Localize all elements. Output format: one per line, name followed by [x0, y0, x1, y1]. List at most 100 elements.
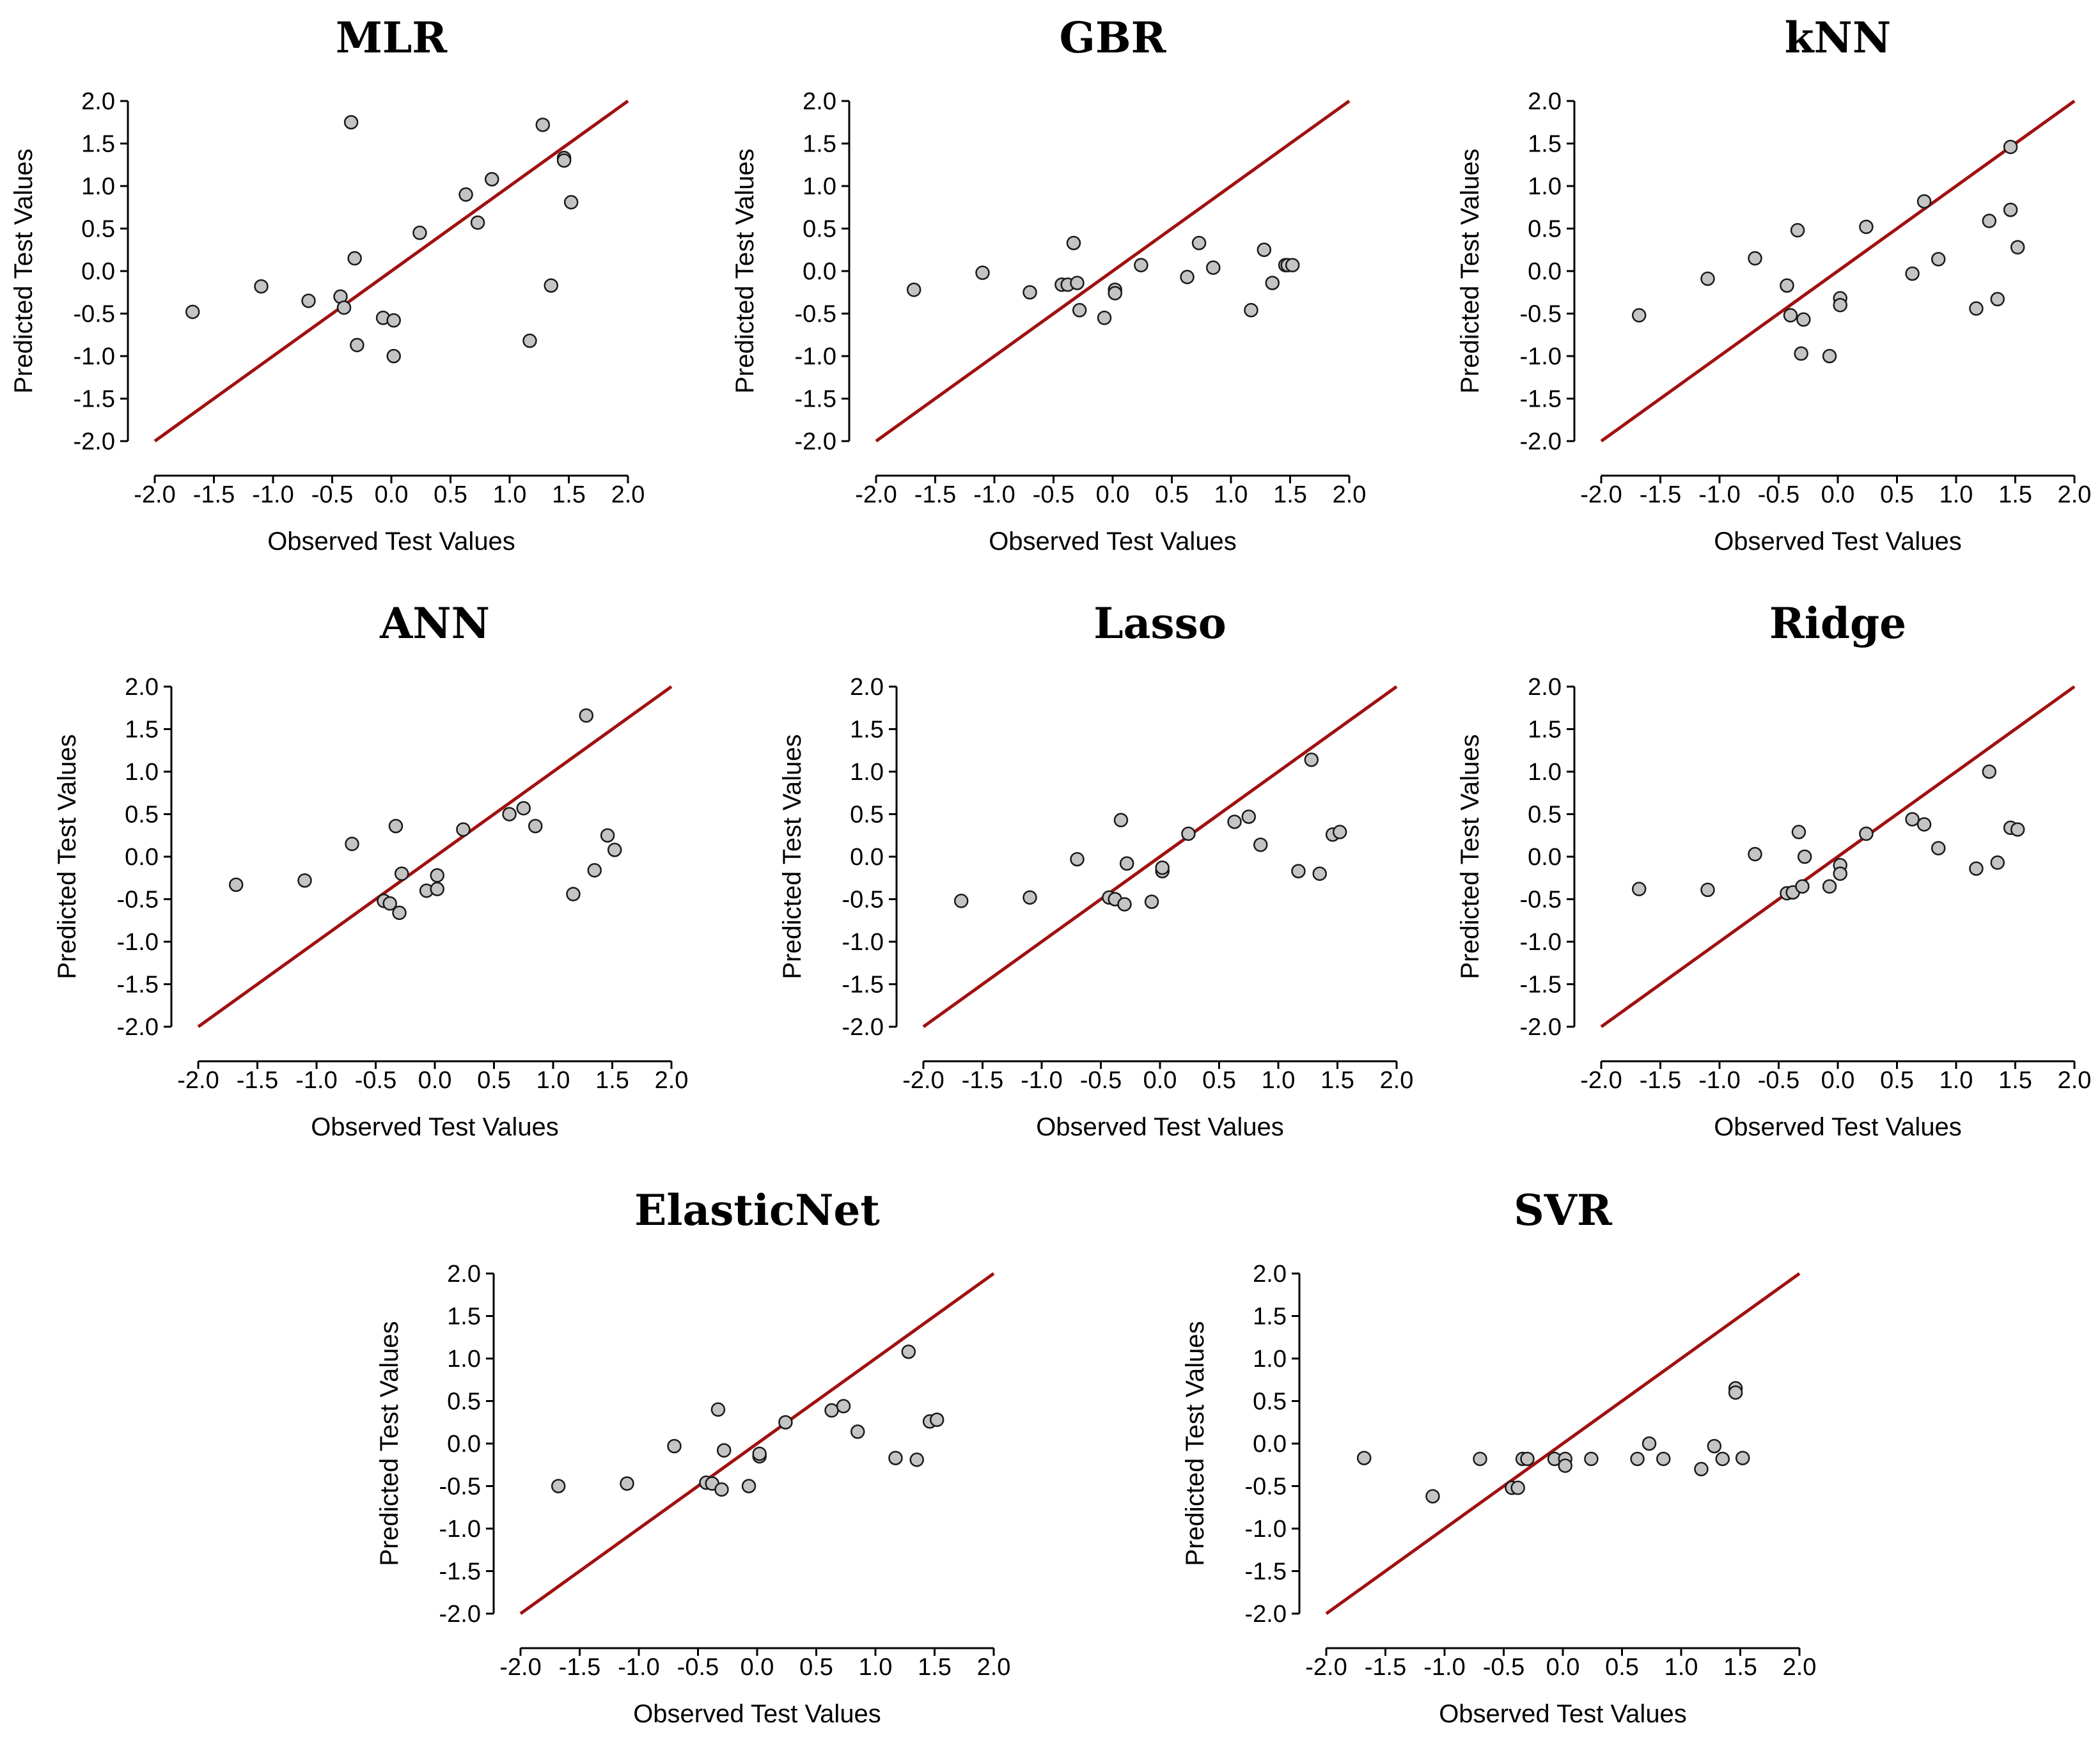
x-axis-label: Observed Test Values: [989, 527, 1237, 556]
y-tick-label: -2.0: [117, 1014, 159, 1041]
data-point: [2010, 240, 2025, 255]
scatter-plot: ElasticNet -2.0 -1.5 -1.0 -0.5 0.0 0.5 1.0 1.5 2.…: [375, 1185, 1010, 1728]
y-tick-label: -1.5: [1520, 972, 1562, 999]
y-tick-label: -1.5: [117, 972, 159, 999]
y-tick-label: -2.0: [842, 1014, 884, 1041]
y-tick-label: -1.5: [842, 972, 884, 999]
data-point: [1244, 302, 1258, 318]
data-point: [1558, 1458, 1572, 1473]
data-point: [301, 293, 316, 308]
data-point: [228, 877, 244, 892]
data-point: [551, 1479, 566, 1493]
y-tick-label: -1.0: [1520, 343, 1562, 370]
data-point: [850, 1424, 865, 1439]
x-tick-label: 1.0: [537, 1067, 570, 1094]
y-tick-label: -1.0: [74, 343, 115, 370]
data-point: [607, 843, 622, 857]
panel-svr: SVR -2.0 -1.5 -1.0 -0.5 0.0 0.5 1.0 1.5 2.0 -2.0 -1…: [1171, 1173, 1816, 1748]
data-point: [458, 187, 473, 202]
x-tick-label: 2.0: [1333, 481, 1367, 508]
y-tick-label: -1.0: [842, 929, 884, 956]
data-point: [714, 1482, 729, 1497]
data-point: [1748, 846, 1762, 862]
x-tick-label: 0.0: [1821, 1067, 1855, 1094]
x-axis-label: Observed Test Values: [633, 1700, 881, 1728]
data-point: [1117, 897, 1132, 912]
y-tick-label: 1.0: [447, 1346, 481, 1373]
y-axis-label: Predicted Test Values: [375, 1321, 404, 1566]
data-point: [587, 863, 602, 878]
x-tick-label: 0.5: [477, 1067, 511, 1094]
x-tick-label: 1.0: [1262, 1067, 1296, 1094]
identity-reference-line: [1325, 1272, 1801, 1616]
y-tick-label: -1.0: [795, 343, 836, 370]
data-point: [1155, 861, 1170, 875]
y-axis-label: Predicted Test Values: [1456, 734, 1484, 979]
data-point: [1859, 219, 1874, 235]
data-point: [1982, 764, 1997, 779]
data-point: [1070, 276, 1085, 290]
chart-title: kNN: [1785, 13, 1891, 63]
y-tick-label: 1.0: [850, 759, 884, 786]
x-tick-label: 1.5: [1998, 1067, 2032, 1094]
y-tick-label: -1.5: [795, 386, 836, 413]
data-point: [347, 251, 362, 266]
y-tick-label: 2.0: [125, 674, 159, 701]
chart-title: Ridge: [1769, 598, 1906, 648]
y-tick-label: 1.0: [1528, 173, 1562, 200]
x-tick-label: 2.0: [611, 481, 645, 508]
y-tick-label: -0.5: [1520, 301, 1562, 328]
panel-gbr: GBR -2.0 -1.5 -1.0 -0.5 0.0 0.5 1.0 1.5 2.0 -2.0 -1…: [721, 0, 1366, 575]
x-axis-label: Observed Test Values: [1036, 1113, 1284, 1141]
data-point: [1144, 894, 1159, 909]
y-tick-label: 0.0: [81, 258, 115, 285]
y-tick-label: -2.0: [1520, 1014, 1562, 1041]
x-tick-label: 1.5: [918, 1654, 952, 1681]
identity-reference-line: [519, 1272, 995, 1616]
panel-elasticnet: ElasticNet -2.0 -1.5 -1.0 -0.5 0.0 0.5 1.0 1.5 2.…: [366, 1173, 1010, 1748]
data-point: [1822, 348, 1837, 364]
x-axis-label: Observed Test Values: [1714, 1113, 1962, 1141]
y-tick-label: 2.0: [81, 88, 115, 115]
x-tick-label: -1.0: [618, 1654, 659, 1681]
data-point: [1715, 1451, 1730, 1467]
y-tick-label: -1.0: [1245, 1516, 1287, 1543]
data-point: [470, 215, 485, 230]
x-tick-label: -0.5: [1758, 481, 1799, 508]
y-tick-label: -1.0: [117, 929, 159, 956]
y-tick-label: -0.5: [1520, 887, 1562, 914]
data-point: [1822, 879, 1837, 894]
data-point: [516, 800, 531, 816]
x-tick-label: 0.5: [799, 1654, 833, 1681]
y-tick-label: -0.5: [842, 887, 884, 914]
data-point: [1291, 864, 1306, 878]
data-point: [544, 278, 558, 293]
x-axis-label: Observed Test Values: [1714, 527, 1962, 556]
data-point: [752, 1446, 767, 1461]
y-tick-label: -0.5: [74, 301, 115, 328]
x-tick-label: 1.5: [1320, 1067, 1354, 1094]
y-tick-label: 0.0: [1528, 844, 1562, 871]
data-point: [1990, 292, 2005, 307]
data-point: [556, 153, 572, 168]
x-tick-label: -0.5: [1758, 1067, 1799, 1094]
data-point: [1796, 312, 1811, 327]
y-tick-label: -2.0: [1520, 428, 1562, 455]
data-point: [836, 1399, 851, 1414]
data-point: [778, 1415, 793, 1430]
y-tick-label: -1.0: [1520, 929, 1562, 956]
scatter-plot: ANN -2.0 -1.5 -1.0 -0.5 0.0 0.5 1.0 1.5 2.0 -2.0 -1…: [53, 598, 688, 1141]
y-tick-label: 1.0: [1528, 759, 1562, 786]
x-tick-label: 0.5: [1605, 1654, 1639, 1681]
x-tick-label: -2.0: [1580, 481, 1622, 508]
y-tick-label: 0.5: [1528, 802, 1562, 829]
data-point: [1969, 301, 1984, 316]
data-point: [1206, 260, 1221, 275]
data-point: [350, 338, 364, 352]
identity-reference-line: [1600, 99, 2076, 443]
data-point: [1794, 346, 1808, 361]
data-point: [1728, 1385, 1743, 1400]
data-point: [1241, 809, 1256, 824]
data-point: [1332, 825, 1347, 839]
data-point: [1510, 1480, 1525, 1495]
